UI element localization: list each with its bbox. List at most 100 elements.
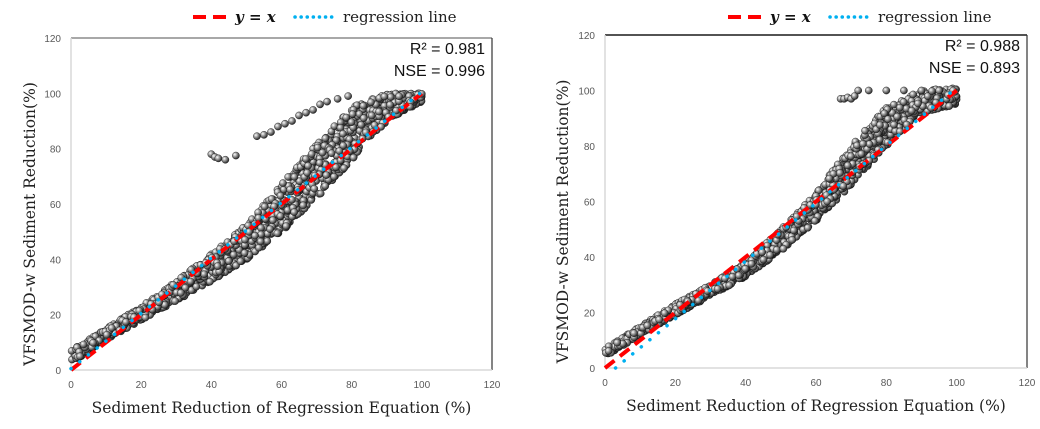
data-point [375,107,383,116]
data-point [255,243,263,252]
scatter-points [601,84,961,358]
data-point [335,147,344,155]
data-point [613,338,622,347]
data-point [914,99,922,108]
data-point [122,318,130,326]
data-point [850,92,859,100]
data-point [823,197,832,206]
data-point [896,103,904,112]
chart-left: 0 20 40 60 80 100 120 0 20 40 60 80 100 120 Sediment R… [21,8,501,417]
data-point [359,102,368,110]
y-tick-label: 0 [55,366,61,377]
data-point [321,182,330,190]
data-point [224,257,233,265]
data-point [240,249,249,257]
data-point [276,212,285,220]
x-tick-label: 40 [206,380,218,391]
x-tick-label: 120 [1019,378,1036,389]
r-squared-label: R² = 0.981 [410,41,485,58]
data-point [759,255,768,264]
data-point [890,100,898,109]
scatter-plot: 0 20 40 60 80 100 120 0 20 40 60 80 100 120 Sediment R… [21,8,501,417]
y-tick-label: 80 [50,145,62,156]
data-point [380,92,389,101]
data-point [241,235,249,244]
data-point [307,150,316,158]
legend-label-regression: regression line [343,8,457,26]
data-point [260,131,268,139]
data-point [288,117,296,125]
y-tick-label: 100 [44,89,61,100]
data-point [725,281,734,290]
data-point [928,87,936,95]
data-point [322,171,331,179]
data-point [186,277,195,286]
data-point [660,309,669,317]
data-point [333,95,342,103]
data-point [907,106,916,115]
data-point [316,100,324,109]
data-point [339,129,347,138]
data-point [803,224,812,232]
data-point [836,169,844,177]
data-point [347,118,356,126]
data-point [177,289,185,297]
data-point [89,339,97,347]
data-point [76,352,84,361]
x-tick-label: 120 [484,380,501,391]
data-point [290,208,299,216]
data-point [269,216,277,225]
data-point [875,136,884,144]
data-point [741,265,750,273]
data-point [735,271,743,280]
data-point [263,237,272,245]
chart-right: 0 20 40 60 80 100 120 0 20 40 60 80 100 120 Sediment R… [520,0,1040,429]
data-point [788,236,796,244]
y-axis-title: VFSMOD-w Sediment Reduction(%) [554,80,572,365]
data-point [256,237,265,246]
data-point [229,250,238,259]
data-point [295,177,304,185]
data-point [811,217,819,225]
data-point [790,226,798,235]
data-point [302,108,310,117]
data-point [330,172,338,181]
data-point [79,340,88,349]
data-point [880,109,889,118]
x-tick-label: 100 [413,380,430,391]
data-point [349,153,358,162]
data-point [900,86,908,95]
data-point [340,164,348,172]
data-point [945,102,954,110]
data-point [367,98,375,107]
data-point [181,283,190,292]
data-point [864,86,873,95]
data-point [839,182,848,190]
legend: y = x regression line [728,8,992,26]
data-point [865,140,874,148]
data-point [290,173,299,181]
data-point [282,222,290,230]
regression-line [69,90,424,371]
data-point [257,224,265,232]
r-squared-label: R² = 0.988 [945,38,1020,55]
data-point [923,92,932,100]
data-point [899,98,908,106]
y-tick-label: 120 [44,34,61,45]
data-point [395,92,403,101]
regression-line [613,85,959,370]
data-point [274,122,282,131]
data-point [107,324,116,332]
data-point [917,86,926,95]
data-point [779,244,788,253]
y-tick-label: 60 [584,198,596,209]
data-point [315,159,324,167]
data-point [935,86,943,95]
data-point [861,126,869,135]
x-axis-title: Sediment Reduction of Regression Equatio… [626,397,1006,415]
x-tick-label: 0 [602,378,608,389]
data-point [909,90,917,99]
legend: y = x regression line [193,8,457,26]
data-point [747,260,756,268]
data-point [327,149,336,158]
